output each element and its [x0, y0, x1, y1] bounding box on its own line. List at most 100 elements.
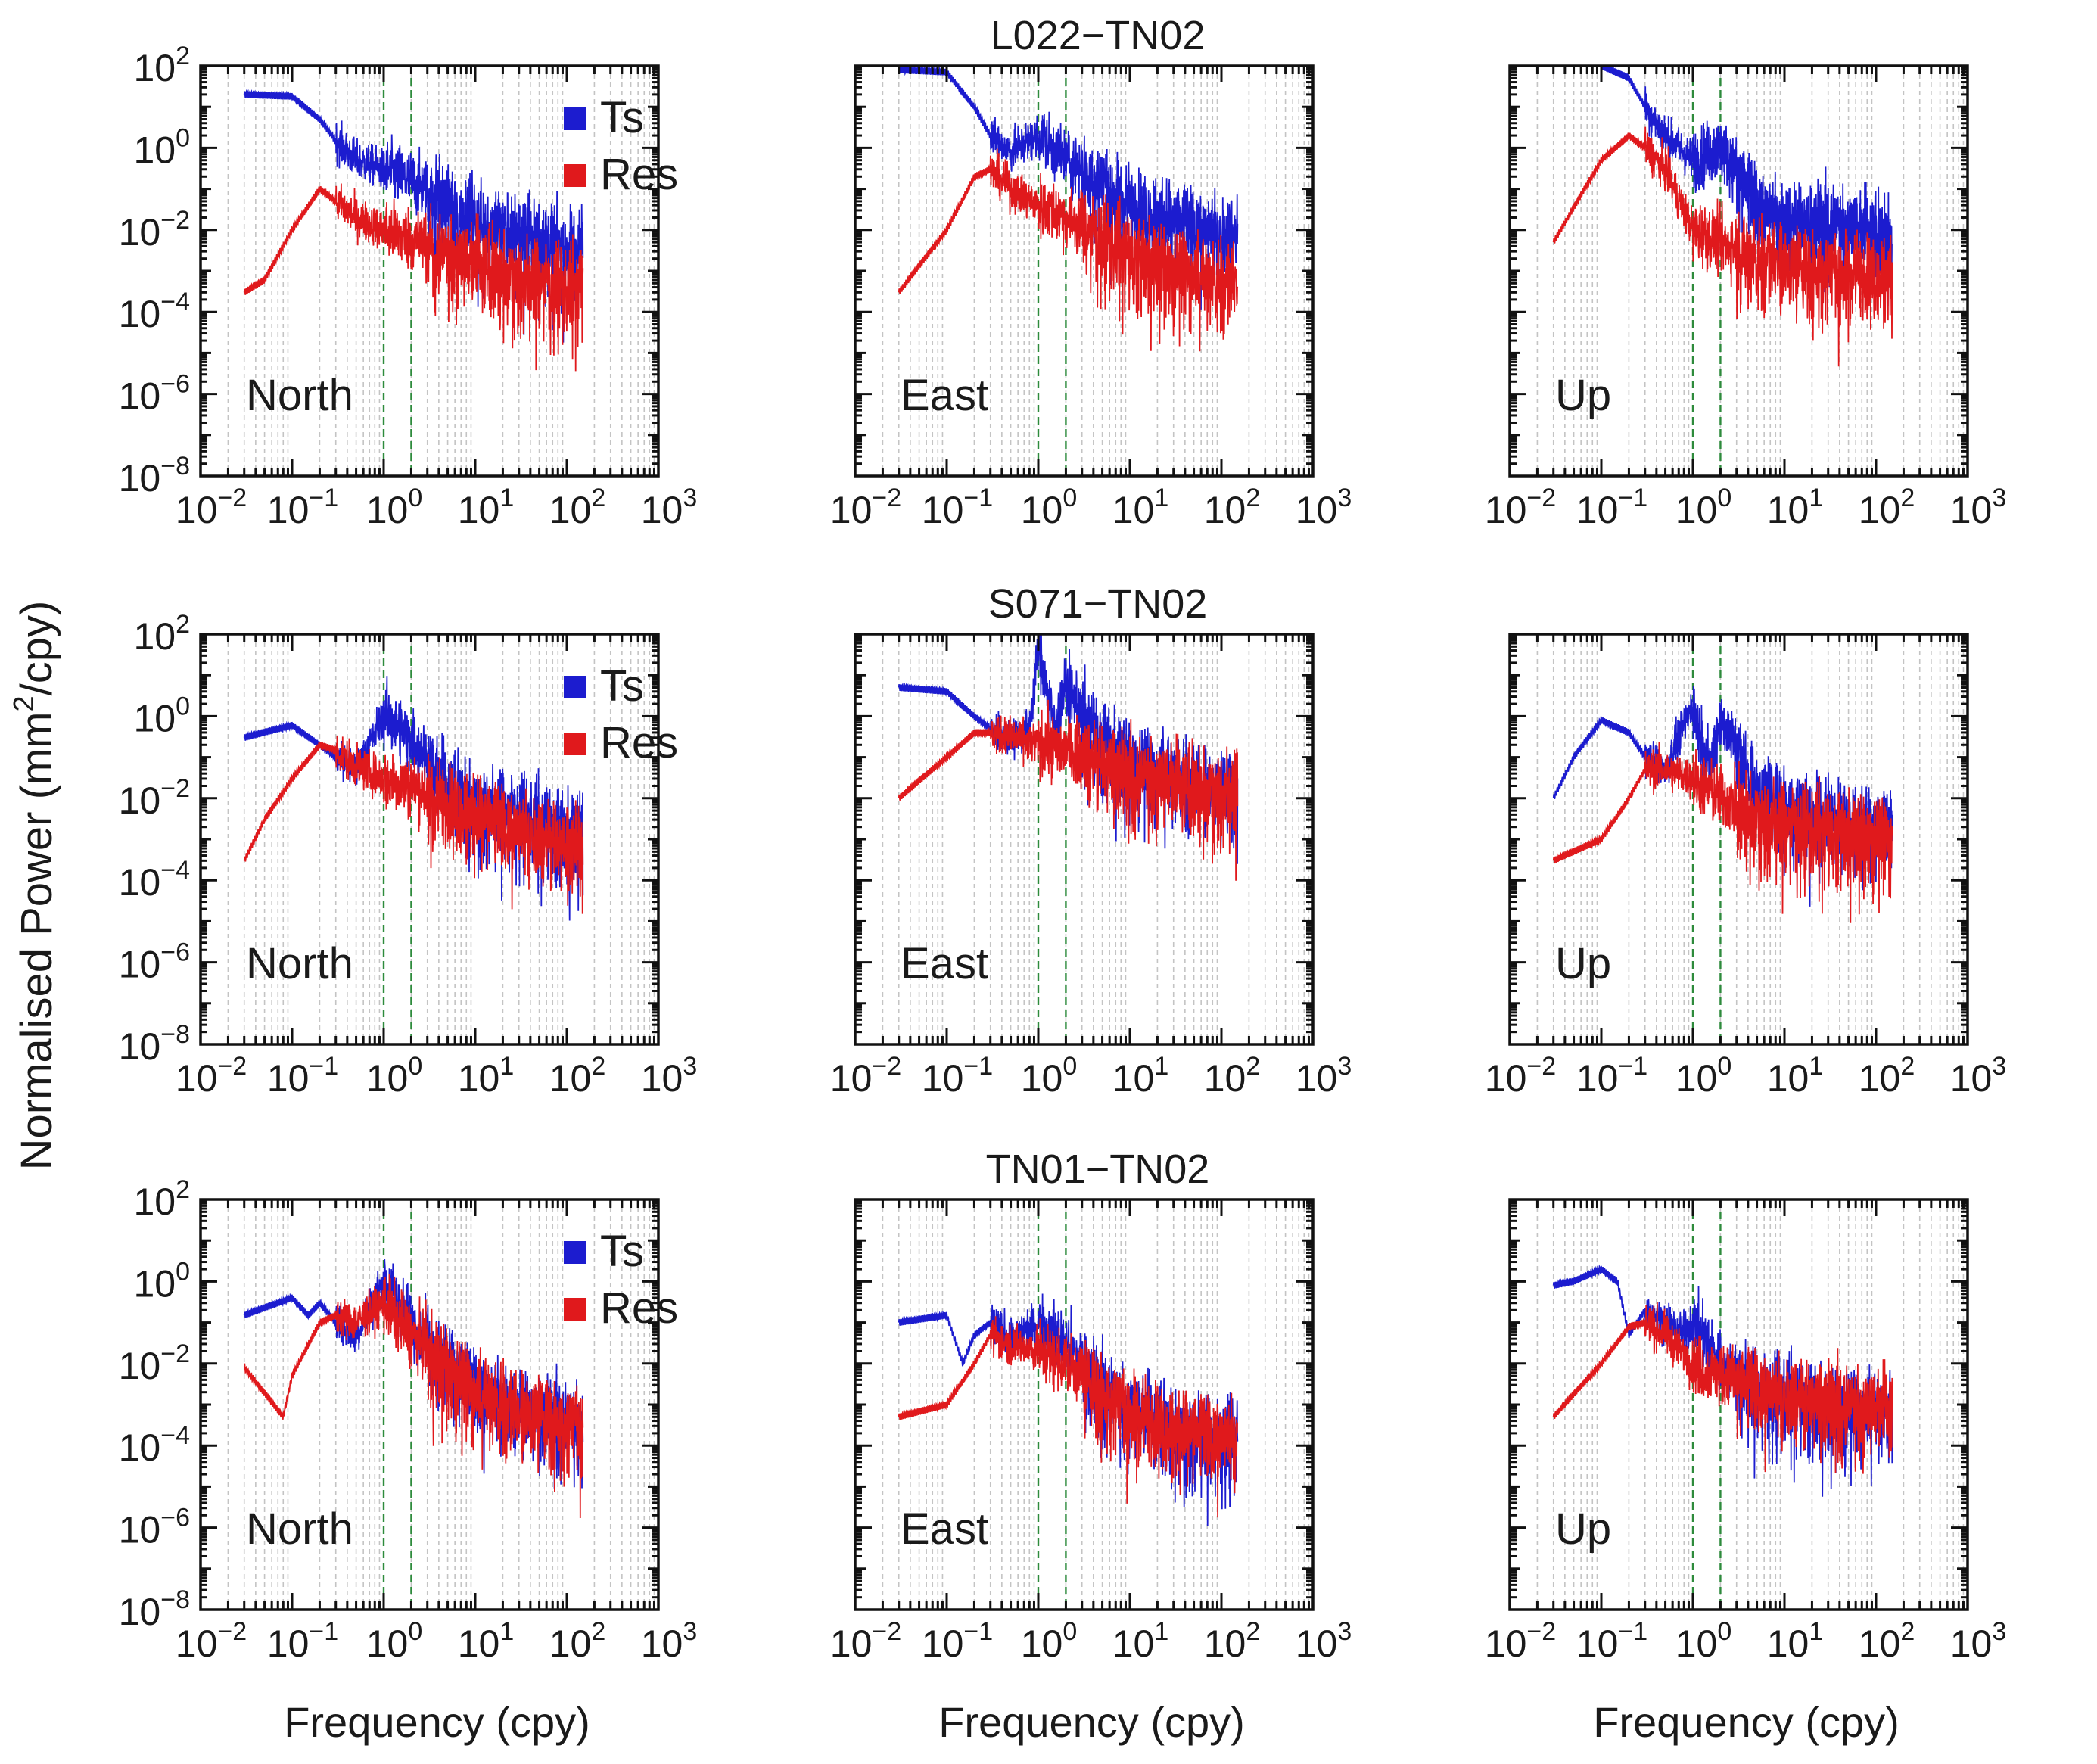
- x-tick-label: 102: [1204, 1617, 1261, 1665]
- y-tick-label: 10−6: [119, 938, 190, 986]
- series-res-line: [898, 1316, 1239, 1518]
- x-tick-label: 103: [1950, 1617, 2007, 1665]
- panel-TN01−TN02-East: 10−2 10−1 100 101 102 103 East TN01−TN02 Frequen…: [830, 1146, 1352, 1746]
- legend: Ts Res: [564, 661, 678, 767]
- x-tick-label: 101: [458, 1617, 515, 1665]
- ticks: [854, 64, 1315, 478]
- legend-res-swatch: [564, 1298, 586, 1321]
- legend-ts-swatch: [564, 1241, 586, 1264]
- panel-label: Up: [1555, 371, 1611, 420]
- series-ts-line: [1601, 66, 1893, 306]
- x-tick-label: 100: [1675, 1052, 1732, 1100]
- x-tick-label: 101: [1112, 1052, 1169, 1100]
- x-grid: [227, 1199, 655, 1610]
- legend-res-swatch: [564, 164, 586, 187]
- panel-TN01−TN02-North: 10−2 10−1 100 101 102 103 102 100 10−2 10−4 10−6 10…: [119, 1175, 698, 1746]
- panel-S071−TN02-East: 10−2 10−1 100 101 102 103 East S071−TN02: [830, 581, 1352, 1100]
- x-tick-label: 101: [1112, 484, 1169, 531]
- x-tick-label: 10−2: [176, 484, 247, 531]
- ticks: [199, 1198, 660, 1611]
- x-tick-label: 103: [1950, 1052, 2007, 1100]
- x-tick-label: 10−2: [176, 1052, 247, 1100]
- series-res-line: [898, 148, 1239, 352]
- x-axis-label: Frequency (cpy): [938, 1698, 1245, 1746]
- x-tick-label: 10−1: [1576, 1052, 1647, 1100]
- y-tick-label: 100: [133, 123, 190, 171]
- x-tick-label: 10−2: [830, 1052, 901, 1100]
- x-tick-label: 100: [1675, 1617, 1732, 1665]
- y-tick-label: 10−2: [119, 774, 190, 822]
- x-tick-label: 10−2: [830, 1617, 901, 1665]
- x-tick-label: 10−1: [922, 484, 993, 531]
- x-axis-label: Frequency (cpy): [1593, 1698, 1899, 1746]
- ticks: [1508, 64, 1969, 478]
- y-tick-label: 100: [133, 692, 190, 739]
- y-tick-label: 10−4: [119, 856, 190, 904]
- x-axis-label: Frequency (cpy): [284, 1698, 590, 1746]
- panel-label: East: [901, 1504, 988, 1554]
- x-tick-label: 10−2: [1485, 484, 1556, 531]
- x-tick-label: 102: [1859, 484, 1915, 531]
- x-tick-label: 100: [366, 484, 423, 531]
- x-tick-label: 102: [549, 1617, 606, 1665]
- series-ts-line: [898, 66, 1239, 310]
- panel-label: North: [246, 939, 353, 988]
- panel-label: Up: [1555, 939, 1611, 988]
- x-tick-label: 10−2: [830, 484, 901, 531]
- legend-ts-swatch: [564, 676, 586, 698]
- x-tick-label: 101: [1767, 1052, 1824, 1100]
- ticks: [1508, 633, 1969, 1046]
- panel-S071−TN02-Up: 10−2 10−1 100 101 102 103 Up: [1485, 633, 2007, 1100]
- x-tick-label: 100: [366, 1052, 423, 1100]
- x-tick-label: 103: [641, 1052, 698, 1100]
- x-tick-label: 100: [1021, 1052, 1078, 1100]
- x-tick-label: 101: [458, 484, 515, 531]
- panel-TN01−TN02-Up: 10−2 10−1 100 101 102 103 Up Frequency (cpy): [1485, 1198, 2007, 1746]
- panel-S071−TN02-North: 10−2 10−1 100 101 102 103 102 100 10−2 10−4 10−6 10…: [119, 610, 698, 1100]
- panel-label: North: [246, 371, 353, 420]
- ticks: [854, 1198, 1315, 1611]
- panel-L022−TN02-East: 10−2 10−1 100 101 102 103 East L022−TN02: [830, 13, 1352, 531]
- x-tick-label: 10−1: [267, 1052, 338, 1100]
- x-grid: [227, 634, 655, 1044]
- ticks: [854, 633, 1315, 1046]
- x-tick-label: 101: [1767, 1617, 1824, 1665]
- series-ts-line: [243, 676, 584, 921]
- x-grid: [1536, 1199, 1965, 1610]
- y-tick-label: 102: [133, 610, 190, 658]
- y-tick-label: 10−8: [119, 452, 190, 499]
- series-res-line: [243, 1274, 584, 1519]
- legend-res-label: Res: [600, 1283, 678, 1333]
- y-tick-label: 10−8: [119, 1585, 190, 1633]
- x-tick-label: 102: [549, 484, 606, 531]
- x-tick-label: 100: [1675, 484, 1732, 531]
- legend: Ts Res: [564, 93, 678, 199]
- x-tick-label: 10−2: [176, 1617, 247, 1665]
- legend: Ts Res: [564, 1227, 678, 1333]
- x-tick-label: 10−1: [922, 1617, 993, 1665]
- x-tick-label: 10−1: [922, 1052, 993, 1100]
- y-tick-label: 10−6: [119, 1504, 190, 1551]
- x-tick-label: 101: [1112, 1617, 1169, 1665]
- legend-res-label: Res: [600, 718, 678, 767]
- x-tick-label: 102: [1204, 1052, 1261, 1100]
- y-tick-label: 10−8: [119, 1020, 190, 1068]
- y-tick-label: 10−4: [119, 288, 190, 335]
- panel-L022−TN02-North: 10−2 10−1 100 101 102 103 102 100 10−2 10−4 10−6 10…: [119, 42, 698, 531]
- x-tick-label: 102: [549, 1052, 606, 1100]
- x-tick-label: 10−1: [267, 1617, 338, 1665]
- x-tick-label: 102: [1859, 1052, 1915, 1100]
- panel-label: North: [246, 1504, 353, 1554]
- x-tick-label: 103: [1296, 1617, 1352, 1665]
- y-axis-label: Normalised Power (mm2/cpy): [8, 601, 61, 1171]
- x-tick-label: 103: [1296, 484, 1352, 531]
- legend-ts-swatch: [564, 107, 586, 130]
- legend-res-label: Res: [600, 150, 678, 199]
- legend-ts-label: Ts: [600, 661, 644, 711]
- row-title: TN01−TN02: [986, 1146, 1210, 1192]
- x-tick-label: 100: [1021, 484, 1078, 531]
- x-grid: [1536, 634, 1965, 1044]
- panel-label: Up: [1555, 1504, 1611, 1554]
- x-tick-label: 103: [641, 1617, 698, 1665]
